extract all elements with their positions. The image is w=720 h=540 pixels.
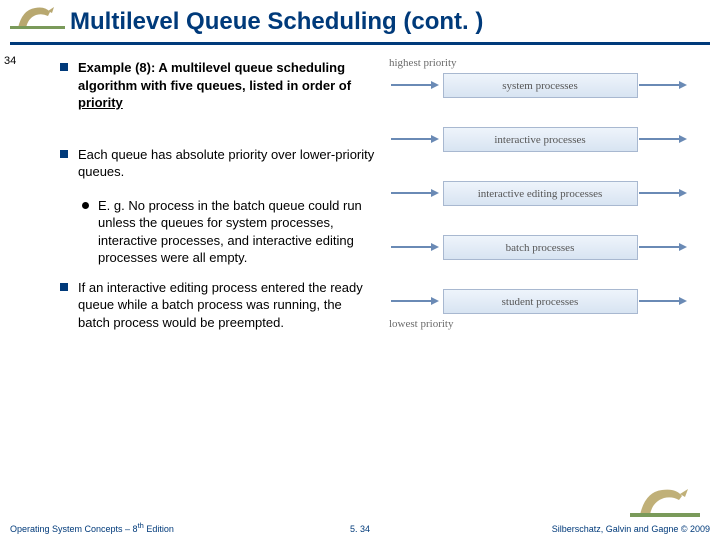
bullet-dot-icon	[82, 202, 89, 209]
footer-center: 5. 34	[350, 524, 370, 534]
arrow-in-icon	[391, 81, 441, 89]
bullet-3-text: If an interactive editing process entere…	[78, 279, 375, 332]
footer-left-text: Operating System Concepts – 8	[10, 524, 138, 534]
content-area: Example (8): A multilevel queue scheduli…	[0, 45, 720, 348]
text-column: Example (8): A multilevel queue scheduli…	[60, 59, 375, 348]
dinosaur-bottom-icon	[630, 480, 700, 520]
arrow-out-icon	[639, 81, 689, 89]
footer-left-end: Edition	[144, 524, 174, 534]
bullet-2-text: Each queue has absolute priority over lo…	[78, 146, 375, 181]
arrow-in-icon	[391, 135, 441, 143]
bullet-square-icon	[60, 283, 68, 291]
dinosaur-top-icon	[10, 0, 65, 32]
footer: Operating System Concepts – 8th Edition …	[0, 521, 720, 534]
bullet-square-icon	[60, 150, 68, 158]
arrow-in-icon	[391, 243, 441, 251]
queue-block: student processes	[443, 289, 638, 314]
queue-row: interactive editing processes	[385, 181, 695, 206]
lowest-priority-label: lowest priority	[389, 318, 699, 330]
queue-diagram: highest priority system processes intera…	[385, 59, 695, 348]
bullet-1: Example (8): A multilevel queue scheduli…	[60, 59, 375, 112]
arrow-out-icon	[639, 297, 689, 305]
bullet-3: If an interactive editing process entere…	[60, 279, 375, 332]
queue-block: system processes	[443, 73, 638, 98]
arrow-out-icon	[639, 243, 689, 251]
queue-block: batch processes	[443, 235, 638, 260]
queue-block: interactive processes	[443, 127, 638, 152]
side-page-number: 34	[4, 55, 16, 67]
queue-row: interactive processes	[385, 127, 695, 152]
queue-block: interactive editing processes	[443, 181, 638, 206]
arrow-in-icon	[391, 189, 441, 197]
slide-title: Multilevel Queue Scheduling (cont. )	[70, 8, 710, 36]
slide: Multilevel Queue Scheduling (cont. ) 34 …	[0, 0, 720, 540]
bullet-2-sub-text: E. g. No process in the batch queue coul…	[98, 197, 375, 267]
bullet-1-text: Example (8): A multilevel queue scheduli…	[78, 59, 375, 112]
queue-row: system processes	[385, 73, 695, 98]
footer-right: Silberschatz, Galvin and Gagne © 2009	[552, 524, 710, 534]
bullet-1-underline: priority	[78, 95, 123, 110]
arrow-out-icon	[639, 189, 689, 197]
bullet-square-icon	[60, 63, 68, 71]
bullet-1-main: Example (8): A multilevel queue scheduli…	[78, 60, 351, 93]
footer-left: Operating System Concepts – 8th Edition	[10, 521, 174, 534]
highest-priority-label: highest priority	[389, 57, 457, 69]
queue-row: student processes	[385, 289, 695, 314]
arrow-in-icon	[391, 297, 441, 305]
queue-row: batch processes	[385, 235, 695, 260]
bullet-2: Each queue has absolute priority over lo…	[60, 146, 375, 181]
header: Multilevel Queue Scheduling (cont. )	[0, 0, 720, 40]
arrow-out-icon	[639, 135, 689, 143]
bullet-2-sub: E. g. No process in the batch queue coul…	[82, 197, 375, 267]
